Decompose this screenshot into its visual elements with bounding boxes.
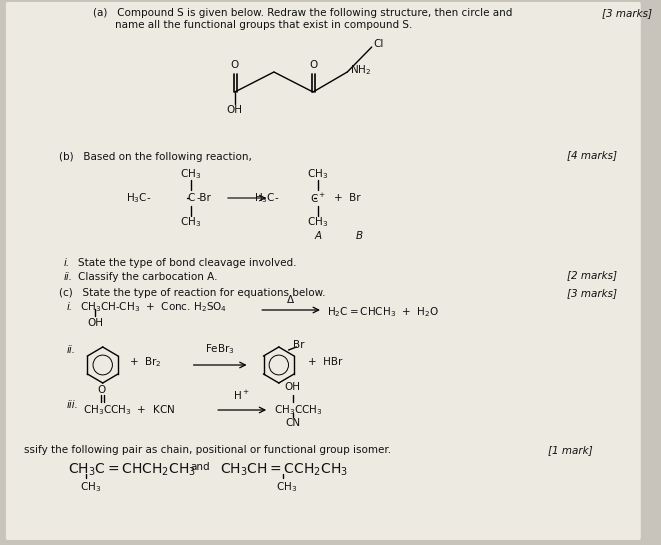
Text: CH$_3$: CH$_3$ xyxy=(276,480,297,494)
Text: CH$_3$CH-CH$_3$  +  Conc. H$_2$SO$_4$: CH$_3$CH-CH$_3$ + Conc. H$_2$SO$_4$ xyxy=(80,300,227,314)
Text: CH$_3$: CH$_3$ xyxy=(180,167,202,181)
Text: OH: OH xyxy=(227,105,243,115)
Text: H$_3$C-: H$_3$C- xyxy=(126,191,151,205)
Text: O: O xyxy=(309,60,317,70)
Text: OH: OH xyxy=(87,318,103,328)
Text: +  HBr: + HBr xyxy=(308,357,342,367)
Text: and: and xyxy=(191,462,210,472)
Text: (c)   State the type of reaction for equations below.: (c) State the type of reaction for equat… xyxy=(59,288,325,298)
Text: H$^+$: H$^+$ xyxy=(233,389,250,402)
Text: C: C xyxy=(187,193,194,203)
Text: Cl: Cl xyxy=(373,39,384,49)
Text: C$^+$: C$^+$ xyxy=(310,191,326,204)
Text: (a)   Compound S is given below. Redraw the following structure, then circle and: (a) Compound S is given below. Redraw th… xyxy=(93,8,512,18)
Text: CH$_3$CCH$_3$  +  KCN: CH$_3$CCH$_3$ + KCN xyxy=(83,403,175,417)
Text: CH$_3$CH$=$CCH$_2$CH$_3$: CH$_3$CH$=$CCH$_2$CH$_3$ xyxy=(220,462,348,479)
Text: OH: OH xyxy=(284,382,301,392)
Text: [3 marks]: [3 marks] xyxy=(602,8,652,18)
Text: [2 marks]: [2 marks] xyxy=(567,270,617,280)
Text: Br: Br xyxy=(293,340,305,350)
Text: -Br: -Br xyxy=(196,193,212,203)
Text: +  Br$_2$: + Br$_2$ xyxy=(129,355,162,369)
Text: i.: i. xyxy=(67,302,73,312)
FancyBboxPatch shape xyxy=(6,2,641,540)
Text: CH$_3$: CH$_3$ xyxy=(80,480,101,494)
Text: [3 marks]: [3 marks] xyxy=(567,288,617,298)
Text: iii.: iii. xyxy=(67,400,79,410)
Text: O: O xyxy=(98,385,106,395)
Text: CH$_3$: CH$_3$ xyxy=(307,167,329,181)
Text: B: B xyxy=(356,231,363,241)
Text: [1 mark]: [1 mark] xyxy=(548,445,592,455)
Text: CH$_3$C$=$CHCH$_2$CH$_3$: CH$_3$C$=$CHCH$_2$CH$_3$ xyxy=(69,462,196,479)
Text: i.: i. xyxy=(63,258,69,268)
Text: +  Br: + Br xyxy=(334,193,360,203)
Text: H$_2$C$=$CHCH$_3$  +  H$_2$O: H$_2$C$=$CHCH$_3$ + H$_2$O xyxy=(327,305,439,319)
Text: NH$_2$: NH$_2$ xyxy=(350,63,371,77)
Text: ii.: ii. xyxy=(63,272,73,282)
Text: CH$_3$: CH$_3$ xyxy=(307,215,329,229)
Text: ii.: ii. xyxy=(67,345,75,355)
Text: CH$_3$: CH$_3$ xyxy=(180,215,202,229)
Text: A: A xyxy=(315,231,321,241)
Text: $\Delta$: $\Delta$ xyxy=(286,293,295,305)
Text: O: O xyxy=(231,60,239,70)
Text: CH$_3$CCH$_3$: CH$_3$CCH$_3$ xyxy=(274,403,323,417)
Text: H$_3$C-: H$_3$C- xyxy=(254,191,279,205)
Text: State the type of bond cleavage involved.: State the type of bond cleavage involved… xyxy=(78,258,297,268)
Text: CN: CN xyxy=(285,418,300,428)
Text: (b)   Based on the following reaction,: (b) Based on the following reaction, xyxy=(59,152,252,162)
Text: FeBr$_3$: FeBr$_3$ xyxy=(205,342,235,356)
Text: [4 marks]: [4 marks] xyxy=(567,150,617,160)
Text: ssify the following pair as chain, positional or functional group isomer.: ssify the following pair as chain, posit… xyxy=(24,445,391,455)
Text: Classify the carbocation A.: Classify the carbocation A. xyxy=(78,272,217,282)
Text: name all the functional groups that exist in compound S.: name all the functional groups that exis… xyxy=(116,20,413,30)
